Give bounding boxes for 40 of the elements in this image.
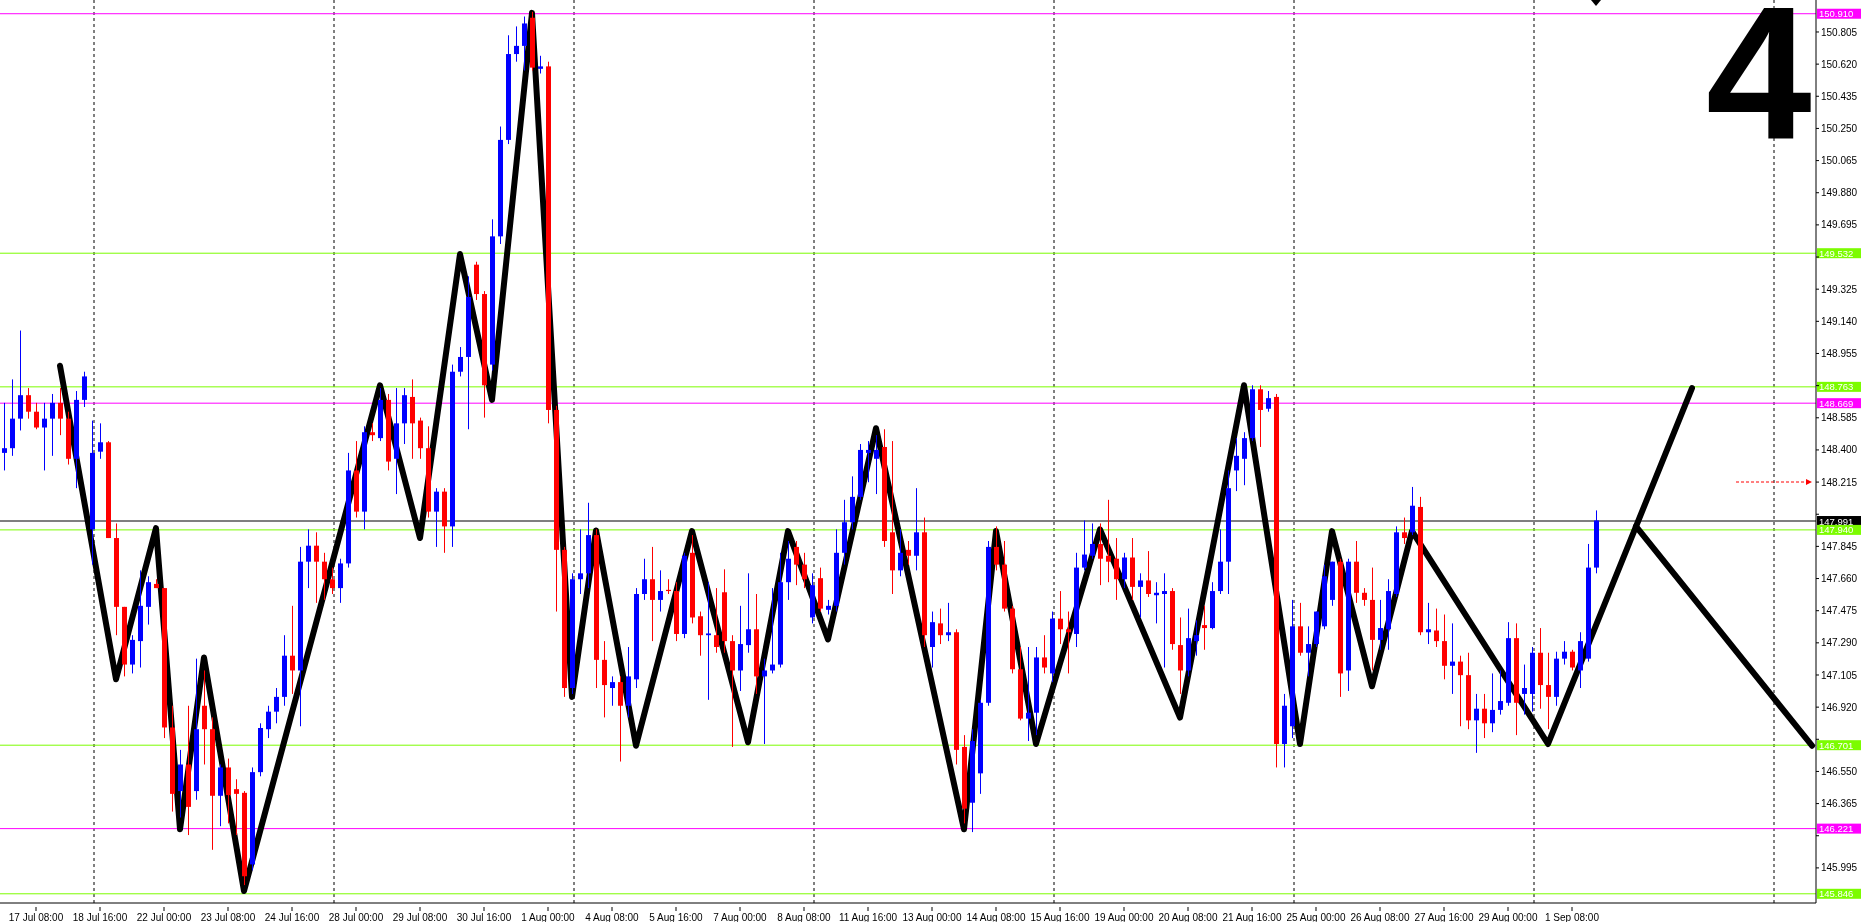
ref-line-label: 150.910 — [1819, 8, 1854, 20]
ref-line-label: 149.532 — [1819, 247, 1854, 259]
ref-line-label: 146.701 — [1819, 739, 1854, 751]
y-tick-label: 146.365 — [1821, 798, 1858, 810]
x-tick-label: 18 Jul 16:00 — [72, 912, 128, 922]
x-tick-label: 22 Jul 00:00 — [136, 912, 192, 922]
y-tick-label: 149.325 — [1821, 283, 1858, 295]
y-tick-label: 150.435 — [1821, 90, 1858, 102]
y-tick-label: 150.250 — [1821, 122, 1858, 134]
y-tick-label: 147.105 — [1821, 669, 1858, 681]
y-tick-label: 146.550 — [1821, 765, 1858, 777]
x-tick-label: 24 Jul 16:00 — [264, 912, 320, 922]
ref-line-label: 148.763 — [1819, 381, 1854, 393]
y-tick-label: 146.920 — [1821, 701, 1858, 713]
y-tick-label: 148.585 — [1821, 412, 1858, 424]
y-tick-label: 147.290 — [1821, 637, 1858, 649]
y-tick-label: 147.845 — [1821, 540, 1858, 552]
y-tick-label: 149.695 — [1821, 219, 1858, 231]
annotation: 4 — [1706, 0, 1812, 179]
y-tick-label: 147.475 — [1821, 605, 1858, 617]
y-tick-label: 145.995 — [1821, 862, 1858, 874]
ref-line-label: 147.940 — [1819, 524, 1854, 536]
x-tick-label: 30 Jul 16:00 — [456, 912, 512, 922]
y-tick-label: 149.140 — [1821, 315, 1858, 327]
y-tick-label: 148.215 — [1821, 476, 1858, 488]
y-tick-label: 150.620 — [1821, 58, 1858, 70]
x-tick-label: 29 Jul 08:00 — [392, 912, 448, 922]
ref-line-label: 148.669 — [1819, 397, 1854, 409]
ref-line-label: 146.221 — [1819, 823, 1854, 835]
x-tick-label: 23 Jul 08:00 — [200, 912, 256, 922]
y-tick-label: 147.660 — [1821, 573, 1858, 585]
y-tick-label: 148.955 — [1821, 348, 1858, 360]
x-tick-label: 17 Jul 08:00 — [8, 912, 64, 922]
y-tick-label: 149.880 — [1821, 187, 1858, 199]
ref-line-label: 147.991 — [1819, 515, 1854, 527]
y-tick-label: 150.065 — [1821, 155, 1858, 167]
y-tick-label: 150.805 — [1821, 26, 1858, 38]
x-tick-label: 28 Jul 00:00 — [328, 912, 384, 922]
ref-line-label: 145.846 — [1819, 888, 1854, 900]
y-tick-label: 148.400 — [1821, 444, 1858, 456]
